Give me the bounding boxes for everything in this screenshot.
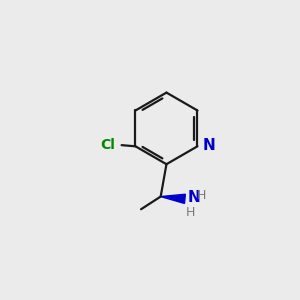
- Text: H: H: [186, 206, 195, 220]
- Text: Cl: Cl: [100, 138, 115, 152]
- Text: N: N: [188, 190, 200, 205]
- Text: N: N: [202, 138, 215, 153]
- Polygon shape: [161, 194, 185, 203]
- Text: H: H: [196, 189, 206, 202]
